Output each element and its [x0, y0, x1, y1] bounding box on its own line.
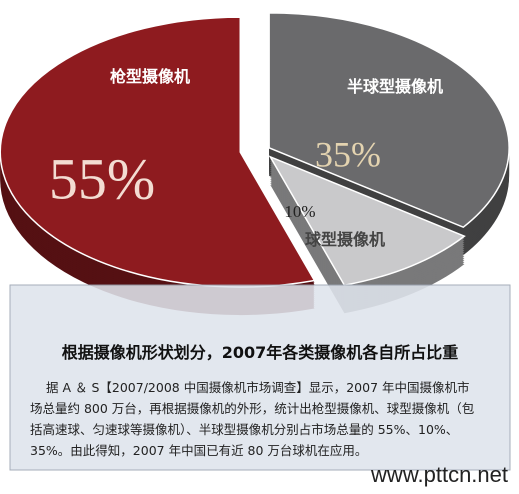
caption-title: 根据摄像机形状划分，2007年各类摄像机各自所占比重: [62, 343, 459, 362]
value-label: 55%: [49, 146, 155, 211]
value-label: 35%: [315, 134, 381, 174]
caption-body: 据 A ＆ S【2007/2008 中国摄像机市场调查】显示，2007 年中国摄…: [30, 380, 474, 458]
caption-line: 场总量约 800 万台，再根据摄像机的外形，统计出枪型摄像机、球型摄像机（包: [30, 401, 474, 416]
slice-label: 枪型摄像机: [110, 67, 190, 86]
caption-line: 据 A ＆ S【2007/2008 中国摄像机市场调查】显示，2007 年中国摄…: [46, 380, 470, 395]
slice-label: 半球型摄像机: [347, 77, 443, 96]
pie: 枪型摄像机 55% 半球型摄像机 35% 球型摄像机 10%: [0, 12, 510, 316]
watermark: www.pttcn.net: [370, 462, 508, 487]
caption-line: 括高速球、匀速球等摄像机）、半球型摄像机分别占市场总量的 55%、10%、: [30, 422, 458, 437]
slice-label: 球型摄像机: [305, 230, 385, 249]
caption-box: [9, 284, 511, 471]
slice: [268, 12, 510, 229]
value-label: 10%: [284, 202, 315, 221]
slice: [268, 155, 466, 287]
caption-line: 35%。由此得知，2007 年中国已有近 80 万台球机在应用。: [30, 443, 367, 458]
